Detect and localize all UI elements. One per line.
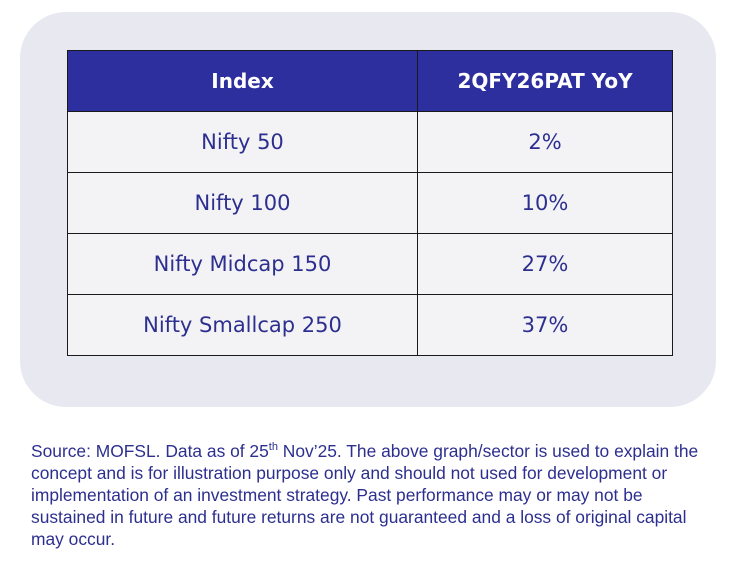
value-cell: 37% — [417, 294, 673, 356]
value-cell: 27% — [417, 233, 673, 295]
index-cell: Nifty Midcap 150 — [67, 233, 418, 295]
header-row: Index 2QFY26PAT YoY — [67, 50, 673, 112]
value-cell: 10% — [417, 172, 673, 234]
table-row: Nifty Smallcap 250 37% — [67, 294, 673, 356]
table-head: Index 2QFY26PAT YoY — [67, 50, 673, 112]
footnote-sup: th — [268, 441, 278, 454]
footnote-text: Nov’25. The above graph/sector is used t… — [31, 441, 699, 549]
footnote-text: Source: MOFSL. Data as of 25 — [31, 441, 269, 461]
footnote: Source: MOFSL. Data as of 25th Nov’25. T… — [31, 440, 721, 550]
header-cell: 2QFY26PAT YoY — [417, 50, 673, 112]
table-row: Nifty Midcap 150 27% — [67, 233, 673, 295]
table-row: Nifty 100 10% — [67, 172, 673, 234]
index-cell: Nifty Smallcap 250 — [67, 294, 418, 356]
table-body: Nifty 50 2% Nifty 100 10% Nifty Midcap 150 27… — [67, 111, 673, 356]
table-row: Nifty 50 2% — [67, 111, 673, 173]
header-cell: Index — [67, 50, 418, 112]
index-cell: Nifty 50 — [67, 111, 418, 173]
data-table: Index 2QFY26PAT YoY Nifty 50 2% Nifty 100 1… — [67, 50, 673, 356]
value-cell: 2% — [417, 111, 673, 173]
index-cell: Nifty 100 — [67, 172, 418, 234]
